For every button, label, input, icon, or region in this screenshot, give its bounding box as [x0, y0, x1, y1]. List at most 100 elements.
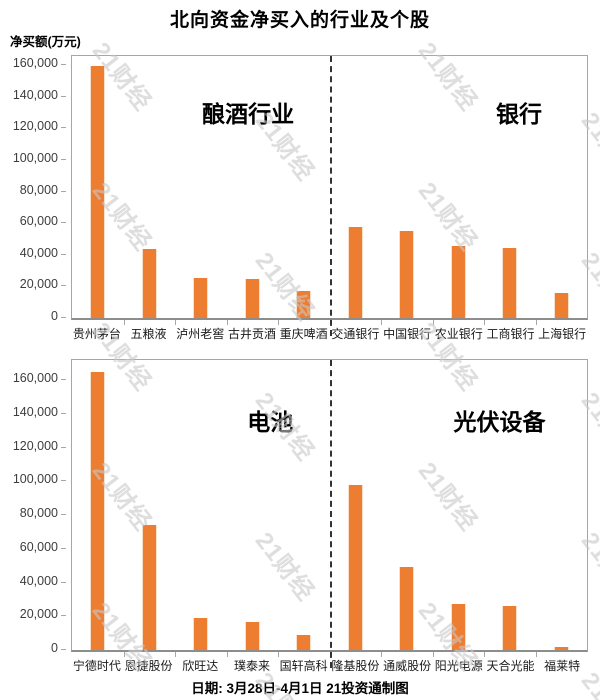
- bar-slot: [175, 360, 227, 650]
- x-tick-mark: [381, 320, 382, 325]
- bar-slot: [433, 56, 485, 318]
- bar-工商银行: [502, 247, 518, 318]
- bar-璞泰来: [244, 621, 260, 650]
- industry-label-liquor: 酿酒行业: [202, 101, 295, 127]
- bar-slot: [278, 56, 330, 318]
- x-tick-label: 璞泰来: [233, 659, 270, 673]
- y-tick-mark: [61, 285, 66, 287]
- bar-隆基股份: [347, 484, 363, 650]
- x-tick-label: 欣旺达: [182, 659, 219, 673]
- x-tick-label: 通威股份: [383, 659, 432, 673]
- x-tick-label: 泸州老窖: [176, 327, 225, 341]
- x-tick-label: 工商银行: [486, 327, 535, 341]
- x-tick-mark: [278, 652, 279, 657]
- x-tick-mark: [535, 652, 537, 657]
- bar-中国银行: [399, 231, 415, 318]
- y-tick-label: 140,000: [12, 87, 58, 102]
- bar-古井贡酒: [244, 279, 260, 318]
- bar-贵州茅台: [90, 65, 106, 318]
- footer-caption: 日期: 3月28日-4月1日 21投资通制图: [191, 681, 409, 696]
- divider-dashed-line: [329, 56, 332, 336]
- y-tick-label: 120,000: [12, 119, 58, 134]
- bar-slot: [484, 360, 536, 650]
- x-tick-mark: [381, 652, 382, 657]
- y-tick-label: 140,000: [12, 404, 58, 419]
- bar-福莱特: [553, 646, 569, 650]
- bar-slot: [278, 360, 330, 650]
- y-tick-mark: [61, 95, 66, 97]
- y-tick-label: 160,000: [12, 56, 58, 71]
- industry-label-bank: 银行: [496, 101, 543, 127]
- x-tick-mark: [123, 320, 125, 325]
- y-tick-label: 120,000: [12, 438, 58, 453]
- x-tick-mark: [226, 652, 228, 657]
- y-tick-mark: [61, 615, 66, 617]
- y-tick-label: 40,000: [19, 573, 58, 588]
- bar-通威股份: [399, 566, 415, 650]
- x-tick-mark: [278, 320, 279, 325]
- x-tick-mark: [123, 652, 125, 657]
- x-tick-label: 上海银行: [538, 327, 587, 341]
- bar-重庆啤酒: [296, 290, 312, 318]
- y-tick-label: 40,000: [19, 245, 58, 260]
- bar-阳光电源: [450, 604, 466, 650]
- y-tick-mark: [61, 127, 66, 129]
- y-tick-label: 0: [51, 309, 58, 323]
- x-tick-label: 中国银行: [383, 327, 432, 341]
- y-tick-label: 100,000: [12, 472, 58, 487]
- x-tick-label: 交通银行: [331, 327, 380, 341]
- x-labels: 贵州茅台 五粮液 泸州老窖 古井贡酒 重庆啤酒 交通银行 中国银行 农业银行 工商银行 上海银行: [71, 325, 588, 343]
- x-tick-label: 隆基股份: [331, 659, 380, 673]
- y-tick-mark: [61, 64, 66, 66]
- x-tick-label: 天合光能: [486, 659, 535, 673]
- bar-slot: [124, 56, 176, 318]
- bar-农业银行: [450, 245, 466, 318]
- bar-上海银行: [553, 293, 569, 318]
- bar-天合光能: [502, 606, 518, 650]
- plot-area: 电池 光伏设备: [71, 359, 588, 668]
- x-tick-mark: [175, 652, 176, 657]
- x-tick-label: 福莱特: [544, 659, 581, 673]
- x-tick-mark: [432, 320, 434, 325]
- bar-slot: [381, 360, 433, 650]
- bar-slot: [484, 56, 536, 318]
- bar-国轩高科: [296, 635, 312, 650]
- bar-交通银行: [347, 227, 363, 318]
- y-tick-label: 80,000: [19, 506, 58, 521]
- y-axis-unit-label: 净买额(万元): [10, 35, 81, 49]
- y-tick-label: 20,000: [19, 607, 58, 622]
- x-tick-label: 五粮液: [130, 327, 167, 341]
- x-tick-label: 重庆啤酒: [279, 327, 328, 341]
- bar-slot: [227, 360, 279, 650]
- bar-slot: [536, 360, 588, 650]
- y-tick-mark: [61, 547, 66, 549]
- industry-label-pv: 光伏设备: [453, 409, 546, 435]
- x-tick-mark: [175, 320, 176, 325]
- y-tick-label: 160,000: [12, 371, 58, 386]
- bar-泸州老窖: [193, 277, 209, 318]
- divider-dashed-line: [329, 360, 332, 668]
- bar-恩捷股份: [141, 524, 157, 650]
- y-tick-mark: [61, 317, 66, 318]
- bar-slot: [72, 56, 124, 318]
- y-tick-label: 20,000: [19, 277, 58, 292]
- x-tick-label: 阳光电源: [434, 659, 483, 673]
- bar-slot: [433, 360, 485, 650]
- x-tick-mark: [226, 320, 228, 325]
- y-ticks: 0 20,000 40,000 60,000 80,000 100,000 120,000 1…: [0, 359, 66, 655]
- x-tick-mark: [535, 320, 537, 325]
- y-tick-label: 0: [51, 641, 58, 655]
- y-tick-mark: [61, 222, 66, 224]
- bar-欣旺达: [193, 617, 209, 650]
- bar-slot: [72, 360, 124, 650]
- bar-slot: [227, 56, 279, 318]
- y-tick-mark: [61, 446, 66, 448]
- bar-slot: [175, 56, 227, 318]
- y-tick-label: 80,000: [19, 182, 58, 197]
- y-tick-mark: [61, 581, 66, 583]
- y-tick-label: 60,000: [19, 539, 58, 554]
- y-tick-mark: [61, 514, 66, 516]
- y-tick-mark: [61, 253, 66, 255]
- y-tick-mark: [61, 190, 66, 192]
